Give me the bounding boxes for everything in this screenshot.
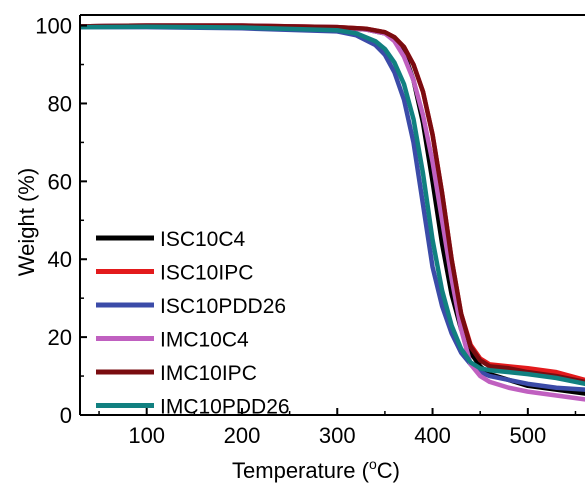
y-tick-label-100: 100 (35, 14, 72, 39)
series-group (80, 23, 585, 402)
series-line-imc10c4 (80, 23, 585, 402)
x-axis-label-sup: o (369, 456, 377, 472)
legend-label-imc10ipc: IMC10IPC (160, 362, 257, 385)
legend-label-isc10pdd26: ISC10PDD26 (160, 295, 286, 318)
x-tick-label-100: 100 (128, 423, 165, 448)
series-line-isc10c4 (80, 23, 585, 396)
y-tick-label-60: 60 (48, 169, 72, 194)
x-tick-label-200: 200 (224, 423, 261, 448)
x-tick-label-400: 400 (414, 423, 451, 448)
legend-label-imc10pdd26: IMC10PDD26 (160, 396, 290, 419)
series-line-isc10pdd26 (80, 24, 585, 392)
series-line-imc10ipc (80, 23, 585, 385)
axes-group (79, 14, 585, 416)
series-line-isc10ipc (80, 23, 585, 383)
x-axis-label-main: Temperature ( (232, 458, 370, 483)
series-line-imc10pdd26 (80, 24, 585, 387)
x-tick-label-500: 500 (509, 423, 546, 448)
ticks-group: 100 200 300 400 500 0 20 40 60 80 100 (35, 14, 577, 448)
y-axis-label: Weight (%) (14, 168, 39, 276)
x-tick-label-300: 300 (319, 423, 356, 448)
x-axis-label: Temperature (oC) (232, 456, 400, 483)
legend-label-isc10ipc: ISC10IPC (160, 262, 253, 285)
x-axis-label-tail: C) (377, 458, 400, 483)
legend: ISC10C4 ISC10IPC ISC10PDD26 IMC10C4 IMC10IPC… (96, 228, 290, 419)
y-tick-label-40: 40 (48, 247, 72, 272)
legend-label-isc10c4: ISC10C4 (160, 228, 246, 251)
y-tick-label-80: 80 (48, 91, 72, 116)
y-tick-label-20: 20 (48, 325, 72, 350)
legend-label-imc10c4: IMC10C4 (160, 329, 249, 352)
y-tick-label-0: 0 (60, 403, 72, 428)
